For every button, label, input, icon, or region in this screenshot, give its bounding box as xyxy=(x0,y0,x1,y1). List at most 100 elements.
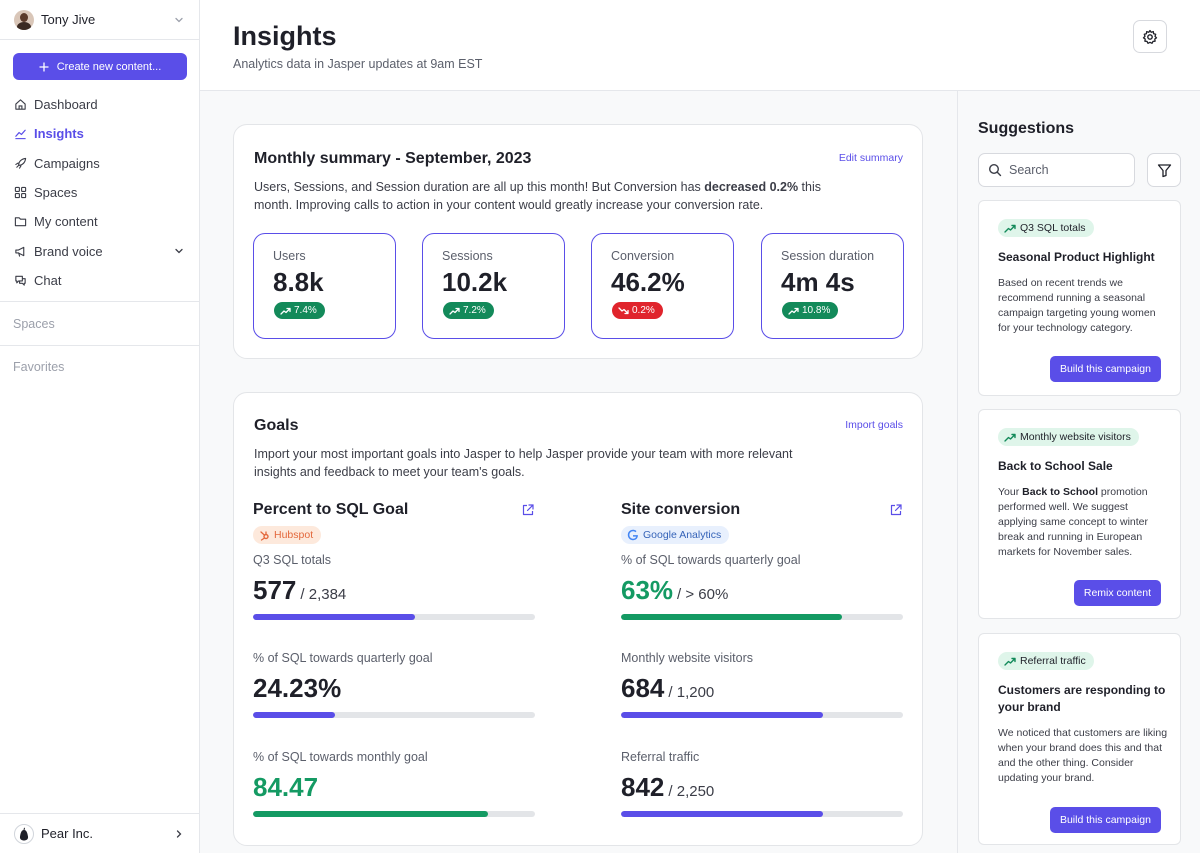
suggestion-body: Your Back to School promotion performed … xyxy=(998,485,1168,560)
goal-metric: Monthly website visitors 684/ 1,200 xyxy=(621,651,903,718)
summary-title: Monthly summary - September, 2023 xyxy=(254,150,532,167)
filter-button[interactable] xyxy=(1147,153,1181,187)
goal-metric-value: 24.23% xyxy=(253,673,535,707)
search-input[interactable] xyxy=(1009,163,1129,177)
search-box xyxy=(978,153,1135,187)
change-badge: 0.2% xyxy=(612,302,663,319)
sidebar-item-campaigns[interactable]: Campaigns xyxy=(0,149,199,178)
goal-metric: % of SQL towards monthly goal 84.47 xyxy=(253,750,535,817)
build-campaign-button[interactable]: Build this campaign xyxy=(1049,807,1161,833)
edit-summary-link[interactable]: Edit summary xyxy=(838,152,903,164)
create-content-label: Create new content... xyxy=(56,60,162,73)
goal-metric: % of SQL towards quarterly goal 24.23% xyxy=(253,651,535,718)
main-content: Monthly summary - September, 2023 Edit s… xyxy=(200,91,957,853)
goal-metric-value: 84.47 xyxy=(253,772,535,806)
divider xyxy=(0,345,199,346)
remix-content-button[interactable]: Remix content xyxy=(1073,580,1161,606)
suggestion-tag: Monthly website visitors xyxy=(998,428,1139,446)
goal-current: 63% xyxy=(621,575,674,605)
source-label: Google Analytics xyxy=(643,529,722,541)
sidebar-nav: Dashboard Insights Campaigns Spaces My c… xyxy=(0,90,199,295)
divider xyxy=(0,301,199,302)
change-value: 7.2% xyxy=(463,305,486,316)
chevron-right-icon xyxy=(176,829,182,838)
chevron-down-icon xyxy=(175,17,183,22)
sidebar-item-label: Campaigns xyxy=(34,155,100,171)
pear-logo-icon xyxy=(14,823,34,844)
goals-card: Goals Import goals Import your most impo… xyxy=(233,392,923,846)
suggestion-title: Seasonal Product Highlight xyxy=(998,250,1155,264)
sidebar-item-brand-voice[interactable]: Brand voice xyxy=(0,236,199,265)
sidebar-item-dashboard[interactable]: Dashboard xyxy=(0,90,199,119)
goal-metric-value: 842/ 2,250 xyxy=(621,772,903,806)
megaphone-icon xyxy=(15,246,25,257)
trend-up-icon xyxy=(1004,224,1016,233)
goal-metric-label: % of SQL towards quarterly goal xyxy=(621,553,801,567)
sidebar-item-spaces[interactable]: Spaces xyxy=(0,178,199,207)
metric-value: 46.2% xyxy=(611,267,685,297)
suggestions-panel: Suggestions Q3 SQL totals Seasonal Produ… xyxy=(957,91,1200,853)
grid-icon xyxy=(14,186,27,199)
avatar xyxy=(14,9,34,30)
trend-up-icon xyxy=(788,307,799,315)
sidebar-item-label: Chat xyxy=(34,272,62,288)
suggestion-tag: Referral traffic xyxy=(998,652,1094,670)
goal-metric-label: % of SQL towards monthly goal xyxy=(253,750,428,764)
page-title: Insights xyxy=(233,21,337,51)
filter-icon xyxy=(1157,163,1171,177)
progress-fill xyxy=(621,811,823,817)
goals-title: Goals xyxy=(254,417,299,434)
goal-title: Site conversion xyxy=(621,501,741,518)
metric-card-session-duration: Session duration 4m 4s 10.8% xyxy=(761,233,904,339)
progress-bar xyxy=(621,614,903,620)
home-icon xyxy=(15,99,26,110)
spaces-section-label: Spaces xyxy=(13,317,55,331)
sidebar-item-insights[interactable]: Insights xyxy=(0,119,199,148)
progress-bar xyxy=(253,811,535,817)
suggestion-card: Q3 SQL totals Seasonal Product Highlight… xyxy=(978,200,1181,396)
metric-value: 8.8k xyxy=(273,267,324,297)
google-icon xyxy=(627,529,638,541)
summary-description: Users, Sessions, and Session duration ar… xyxy=(254,178,824,214)
goal-metric-value: 577/ 2,384 xyxy=(253,575,535,609)
import-goals-link[interactable]: Import goals xyxy=(845,419,903,431)
external-link-icon[interactable] xyxy=(889,503,903,517)
goal-current: 577 xyxy=(253,575,297,605)
sidebar-item-label: My content xyxy=(34,214,98,230)
sidebar-item-my-content[interactable]: My content xyxy=(0,207,199,236)
goal-target: / 2,250 xyxy=(668,783,715,800)
progress-fill xyxy=(253,712,335,718)
user-switcher[interactable]: Tony Jive xyxy=(0,0,199,40)
goal-target: / > 60% xyxy=(677,586,729,603)
chart-line-icon xyxy=(15,130,26,140)
progress-bar xyxy=(253,712,535,718)
metric-card-sessions: Sessions 10.2k 7.2% xyxy=(422,233,565,339)
suggestion-body-emphasis: Back to School xyxy=(1022,486,1098,498)
metric-card-users: Users 8.8k 7.4% xyxy=(253,233,396,339)
progress-fill xyxy=(621,614,843,620)
summary-desc-text: this month. Improving calls to action in… xyxy=(254,180,821,212)
external-link-icon[interactable] xyxy=(521,503,535,517)
metric-label: Sessions xyxy=(442,249,493,263)
suggestion-tag-label: Referral traffic xyxy=(1020,655,1086,667)
settings-button[interactable] xyxy=(1133,20,1167,53)
org-name: Pear Inc. xyxy=(41,826,94,841)
summary-desc-emphasis: decreased 0.2% xyxy=(704,180,799,194)
progress-bar xyxy=(253,614,535,620)
hubspot-icon xyxy=(260,530,269,541)
goal-current: 684 xyxy=(621,673,665,703)
suggestion-title: Customers are responding to your brand xyxy=(998,683,1166,714)
goals-description: Import your most important goals into Ja… xyxy=(254,447,793,479)
org-switcher[interactable]: Pear Inc. xyxy=(0,813,199,853)
goal-metric: Q3 SQL totals 577/ 2,384 xyxy=(253,553,535,620)
sidebar-item-chat[interactable]: Chat xyxy=(0,266,199,295)
build-campaign-button[interactable]: Build this campaign xyxy=(1049,356,1161,382)
create-content-button[interactable]: Create new content... xyxy=(13,53,187,80)
chevron-down-icon[interactable] xyxy=(173,245,185,257)
suggestions-title: Suggestions xyxy=(978,120,1075,137)
progress-fill xyxy=(253,811,489,817)
suggestion-tag-label: Q3 SQL totals xyxy=(1020,222,1086,234)
progress-bar xyxy=(621,811,903,817)
change-value: 0.2% xyxy=(632,305,655,316)
gear-icon xyxy=(1142,29,1158,44)
